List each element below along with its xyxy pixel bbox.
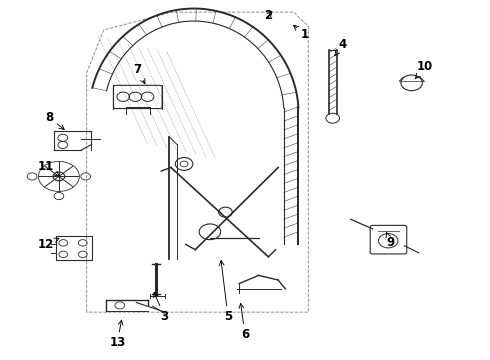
Text: 8: 8 — [45, 111, 64, 130]
Text: 11: 11 — [38, 160, 59, 176]
Text: 9: 9 — [386, 232, 394, 249]
Text: 10: 10 — [416, 60, 433, 78]
Text: 7: 7 — [134, 63, 145, 84]
Text: 13: 13 — [109, 320, 125, 349]
Text: 6: 6 — [239, 303, 249, 341]
Text: 5: 5 — [220, 261, 232, 323]
Text: 12: 12 — [38, 238, 59, 251]
Text: 2: 2 — [264, 9, 272, 22]
Bar — [56, 237, 93, 260]
Text: 4: 4 — [335, 39, 346, 56]
Text: 3: 3 — [154, 292, 169, 323]
Text: 1: 1 — [294, 25, 309, 41]
